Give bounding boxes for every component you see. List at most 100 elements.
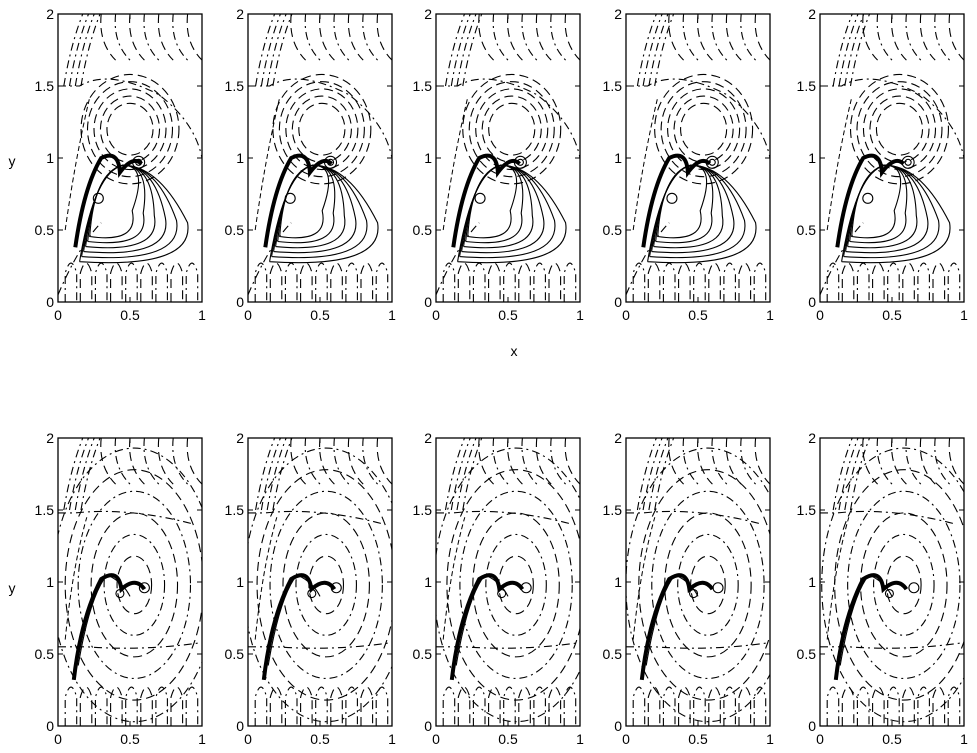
panel-r1-c5: 0 0.5 1 0 0.5 1 1.5 2 [797,6,969,323]
contour-vortex [708,158,716,166]
contour-outer-ring [269,490,383,680]
x-tick-label: 0 [622,731,630,747]
contour-upper-lobe [285,88,359,171]
contour-vortex [497,588,507,599]
contour-bottom-arc [110,262,123,302]
contour-main-lobe [655,164,714,244]
panel-r1-c4: 0 0.5 1 0 0.5 1 1.5 2 [603,6,775,323]
contour-bottom-arc [826,686,840,726]
contour-top-arc [711,14,728,61]
contour-vortex [138,582,150,594]
contour-top-arc [725,14,742,61]
x-tick-label: 0.5 [120,731,140,747]
contour-topleft [272,14,293,87]
contour-top-arc [478,438,494,485]
contour-bottom-arc [738,686,752,726]
y-tick-label: 1.5 [603,78,623,94]
x-tick-label: 0 [816,307,824,323]
contour-bottom-arc [708,262,721,302]
contour-top-arc [521,14,538,61]
x-tick-label: 0 [54,307,62,323]
contour-topleft [260,438,282,511]
panel-r2-c4: 0 0.5 1 0 0.5 1 1.5 2 [603,430,775,747]
contour-topleft [68,438,90,511]
contour-lines [820,438,964,726]
contour-bottom-arc [94,686,108,726]
x-tick-label: 0.5 [882,731,902,747]
contour-main-lobe [79,164,189,264]
contour-bottom-arc [947,686,961,726]
y-tick-label: 2 [236,430,244,446]
contour-topleft [450,438,471,511]
contour-main-lobe [269,164,379,264]
contour-vortex [516,158,524,166]
contour-divider [436,641,580,649]
contour-topleft [272,438,293,511]
contour-bottom-arc [488,262,501,302]
contour-bottom-arc [64,262,78,302]
contour-core [645,574,699,666]
contour-top-arc [157,438,174,485]
contour-main-lobe [851,164,902,239]
contour-main-lobe [649,164,746,259]
contour-bottom-arc [917,262,930,302]
contour-bottom-arc [488,686,501,726]
y-tick-label: 1.5 [35,78,55,94]
contour-bottom-arc [548,686,562,726]
contour-left-band [826,517,850,640]
contour-bottom-arc [457,686,471,726]
contour-vortex [132,155,146,169]
contour-upper-lobe [488,102,536,156]
y-tick-label: 2 [424,430,432,446]
contour-topleft [654,14,675,87]
x-tick-label: 1 [576,307,584,323]
y-axis-label-bottom: y [9,580,16,596]
contour-top-arc [304,14,321,61]
contour-top-arc [711,438,728,485]
contour-top-arc [754,14,770,61]
contour-core [267,574,321,666]
contour-bottom-arc [708,686,721,726]
contour-top-arc [304,438,321,485]
y-tick-label: 0.5 [35,222,55,238]
y-tick-label: 1.5 [797,502,817,518]
contour-outer-ring [90,512,179,658]
contour-upper-lobe [475,88,549,171]
contour-outer-ring [651,490,765,680]
contour-top-arc [492,438,509,485]
contour-lines [820,14,964,302]
contour-top-arc [129,438,145,485]
contour-outer-ring [821,447,964,723]
contour-bottom-arc [472,686,486,726]
contour-bottom-arc [932,686,946,726]
contour-outer-ring [446,469,580,701]
x-tick-label: 0 [432,731,440,747]
contour-bottom-arc [284,686,298,726]
contour-topleft [636,438,657,511]
contour-divider [820,641,964,649]
contour-top-arc [507,14,523,61]
y-tick-label: 0.5 [413,222,433,238]
x-tick-label: 1 [960,731,968,747]
contour-bottom-arc [753,686,767,726]
contour-vortex [901,155,915,169]
contour-vortex [474,192,486,204]
contour-bottom-arc [533,262,546,302]
contour-lines [58,438,202,726]
x-tick-label: 0 [622,307,630,323]
contour-bottom-arc [902,262,915,302]
y-tick-label: 1.5 [413,502,433,518]
contour-topleft [68,14,90,87]
y-tick-label: 1 [236,574,244,590]
contour-top-arc [319,14,335,61]
contour-bottom-arc [678,262,691,302]
contour-top-arc [754,438,770,485]
contour-vortex [862,192,874,204]
contour-topleft [74,14,95,87]
contour-topleft [849,438,871,511]
contour-left-band [254,97,281,231]
contour-topleft [444,14,466,87]
contour-topleft [255,438,276,511]
contour-bottom-arc [947,262,961,302]
contour-top-arc [290,14,306,61]
